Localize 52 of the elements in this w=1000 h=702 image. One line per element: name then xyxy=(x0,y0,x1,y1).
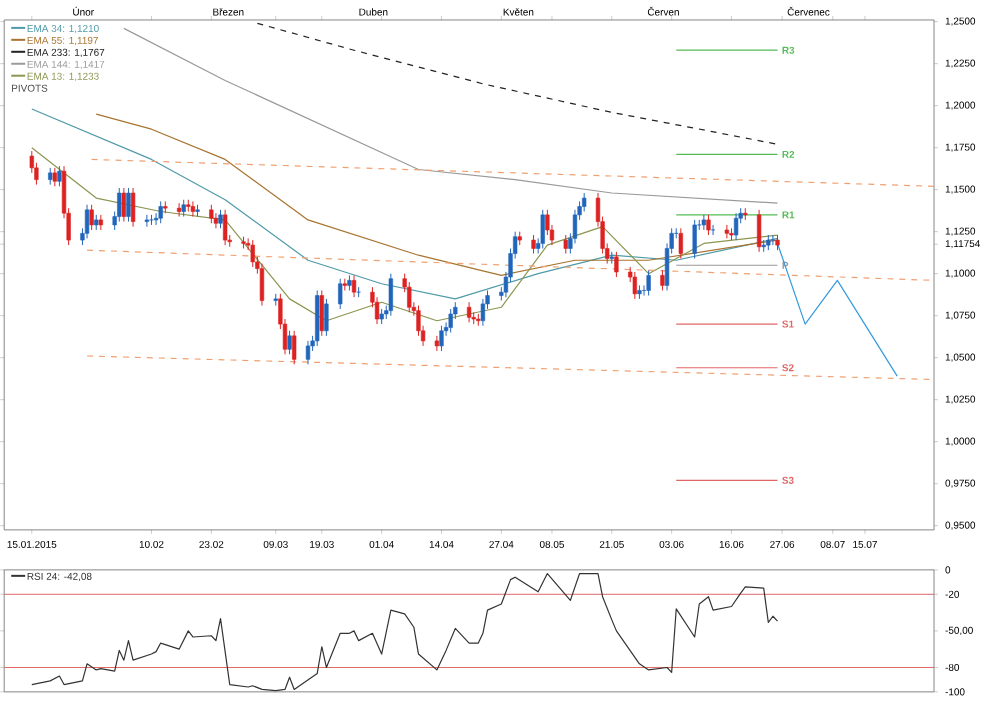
candlestick xyxy=(770,234,776,246)
candlestick xyxy=(52,167,57,187)
candlestick xyxy=(84,204,90,239)
candlestick xyxy=(706,214,711,236)
candlestick xyxy=(57,165,62,187)
candlestick xyxy=(98,214,103,231)
candlestick xyxy=(158,200,163,224)
candlestick xyxy=(250,239,255,268)
candlestick xyxy=(315,289,320,347)
candlestick xyxy=(407,281,412,313)
line-series xyxy=(31,108,779,300)
candlestick xyxy=(117,187,122,223)
candlestick xyxy=(646,269,651,297)
candlestick xyxy=(448,308,453,333)
candlestick xyxy=(692,219,697,260)
candlestick xyxy=(130,187,136,228)
candlestick xyxy=(176,202,182,218)
candlestick xyxy=(480,298,486,327)
candlestick xyxy=(223,209,228,246)
line-series xyxy=(256,22,779,145)
candlestick xyxy=(466,301,472,323)
candlestick xyxy=(582,192,587,213)
candlestick xyxy=(338,278,343,310)
candlestick xyxy=(563,234,568,255)
candlestick xyxy=(756,209,762,253)
candlestick xyxy=(305,340,311,365)
candlestick xyxy=(632,271,637,300)
candlestick xyxy=(319,289,324,337)
candlestick xyxy=(678,227,683,260)
candlestick xyxy=(121,187,127,223)
candlestick xyxy=(287,330,292,355)
candlestick xyxy=(388,273,393,317)
candlestick xyxy=(701,214,707,231)
candlestick xyxy=(540,209,545,249)
candlestick xyxy=(213,212,219,229)
line-series xyxy=(123,27,779,204)
line-series xyxy=(776,242,898,377)
candlestick xyxy=(434,335,440,352)
candlestick xyxy=(351,274,357,298)
candlestick xyxy=(614,251,619,278)
candlestick xyxy=(89,204,94,231)
candlestick xyxy=(660,269,665,291)
candlestick xyxy=(209,204,214,224)
candlestick xyxy=(292,330,297,365)
candlestick xyxy=(218,209,223,229)
candlestick xyxy=(126,187,131,223)
candlestick xyxy=(531,234,536,255)
candlestick xyxy=(324,298,329,337)
candlestick xyxy=(710,224,716,236)
candlestick xyxy=(439,325,444,352)
candlestick xyxy=(259,263,265,307)
line-series xyxy=(31,572,779,692)
